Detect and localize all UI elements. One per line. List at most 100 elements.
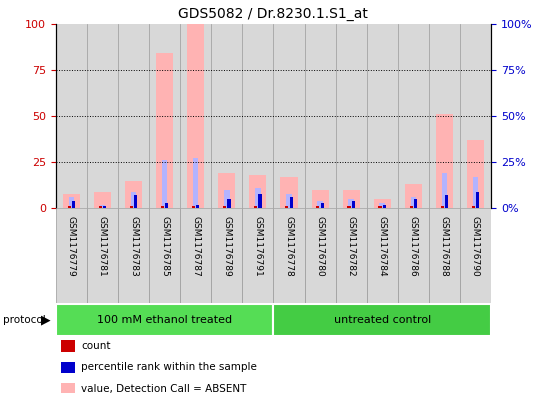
- Text: GSM1176778: GSM1176778: [285, 216, 294, 277]
- Bar: [414, 199, 417, 208]
- Bar: [398, 208, 429, 303]
- Bar: [441, 173, 447, 208]
- Text: GSM1176790: GSM1176790: [471, 216, 480, 277]
- Bar: [348, 199, 354, 208]
- Bar: [311, 190, 329, 208]
- Bar: [286, 193, 292, 208]
- Bar: [281, 177, 297, 208]
- Bar: [305, 208, 335, 303]
- Bar: [352, 201, 355, 208]
- Text: GSM1176782: GSM1176782: [347, 216, 355, 276]
- Bar: [56, 24, 87, 208]
- Text: untreated control: untreated control: [334, 314, 431, 325]
- Text: GSM1176779: GSM1176779: [67, 216, 76, 277]
- Bar: [255, 188, 261, 208]
- Text: GSM1176791: GSM1176791: [253, 216, 262, 277]
- Bar: [429, 24, 460, 208]
- Bar: [218, 173, 235, 208]
- Bar: [473, 177, 478, 208]
- Text: percentile rank within the sample: percentile rank within the sample: [81, 362, 257, 373]
- Bar: [273, 304, 491, 336]
- Bar: [242, 208, 273, 303]
- Bar: [383, 205, 386, 208]
- Text: GSM1176781: GSM1176781: [98, 216, 107, 277]
- Bar: [249, 175, 266, 208]
- Bar: [56, 208, 87, 303]
- Bar: [94, 192, 111, 208]
- Bar: [125, 181, 142, 208]
- Bar: [224, 190, 229, 208]
- Bar: [476, 192, 479, 208]
- Bar: [162, 160, 167, 208]
- Bar: [56, 304, 273, 336]
- Bar: [228, 199, 230, 208]
- Bar: [378, 206, 382, 208]
- Bar: [316, 206, 319, 208]
- Bar: [429, 208, 460, 303]
- Bar: [398, 24, 429, 208]
- Bar: [87, 24, 118, 208]
- Bar: [100, 205, 105, 208]
- Bar: [196, 205, 199, 208]
- Bar: [149, 208, 180, 303]
- Text: GSM1176785: GSM1176785: [160, 216, 169, 277]
- Bar: [193, 158, 199, 208]
- Bar: [99, 206, 102, 208]
- Bar: [374, 199, 391, 208]
- Text: GSM1176783: GSM1176783: [129, 216, 138, 277]
- Bar: [254, 206, 257, 208]
- Bar: [187, 24, 204, 208]
- Bar: [472, 206, 475, 208]
- Bar: [273, 24, 305, 208]
- Bar: [165, 203, 169, 208]
- Bar: [379, 203, 385, 208]
- Bar: [211, 24, 242, 208]
- Bar: [290, 197, 293, 208]
- Text: value, Detection Call = ABSENT: value, Detection Call = ABSENT: [81, 384, 246, 393]
- Bar: [335, 24, 367, 208]
- Bar: [134, 195, 137, 208]
- Text: GSM1176784: GSM1176784: [378, 216, 387, 276]
- Bar: [445, 195, 448, 208]
- Bar: [118, 208, 149, 303]
- Text: GSM1176786: GSM1176786: [409, 216, 418, 277]
- Bar: [118, 24, 149, 208]
- Bar: [436, 114, 453, 208]
- Bar: [441, 206, 444, 208]
- Bar: [460, 208, 491, 303]
- Bar: [318, 201, 323, 208]
- Bar: [343, 190, 360, 208]
- Text: ▶: ▶: [41, 314, 50, 327]
- Text: protocol: protocol: [3, 315, 46, 325]
- Title: GDS5082 / Dr.8230.1.S1_at: GDS5082 / Dr.8230.1.S1_at: [179, 7, 368, 21]
- Bar: [68, 206, 71, 208]
- Bar: [103, 206, 106, 208]
- Bar: [223, 206, 226, 208]
- Text: 100 mM ethanol treated: 100 mM ethanol treated: [97, 314, 232, 325]
- Bar: [367, 24, 398, 208]
- Bar: [180, 208, 211, 303]
- Bar: [321, 203, 324, 208]
- Text: GSM1176789: GSM1176789: [222, 216, 231, 277]
- Bar: [285, 206, 288, 208]
- Bar: [161, 206, 164, 208]
- Bar: [87, 208, 118, 303]
- Bar: [149, 24, 180, 208]
- Bar: [410, 206, 413, 208]
- Bar: [348, 206, 350, 208]
- Bar: [405, 184, 422, 208]
- Text: GSM1176780: GSM1176780: [316, 216, 325, 277]
- Bar: [63, 193, 80, 208]
- Bar: [156, 53, 173, 208]
- Bar: [69, 197, 74, 208]
- Bar: [467, 140, 484, 208]
- Bar: [460, 24, 491, 208]
- Bar: [72, 201, 75, 208]
- Bar: [411, 197, 416, 208]
- Text: GSM1176787: GSM1176787: [191, 216, 200, 277]
- Bar: [273, 208, 305, 303]
- Bar: [131, 192, 136, 208]
- Text: count: count: [81, 341, 110, 351]
- Bar: [242, 24, 273, 208]
- Bar: [130, 206, 133, 208]
